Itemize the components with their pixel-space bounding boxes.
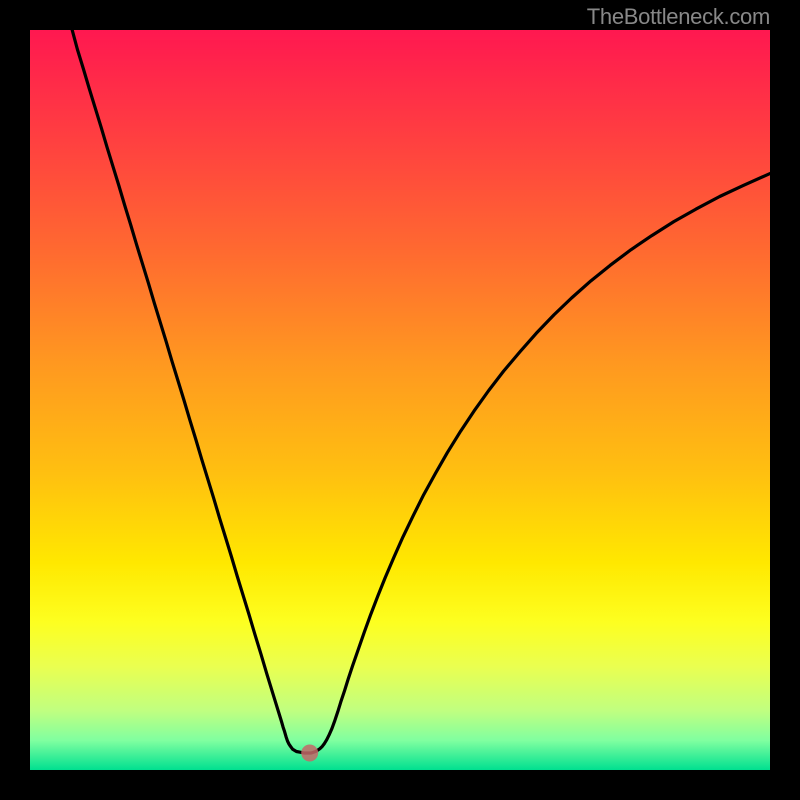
minimum-marker [301, 744, 318, 761]
chart-svg [30, 30, 770, 770]
plot-area [30, 30, 770, 770]
chart-container: TheBottleneck.com [0, 0, 800, 800]
watermark-text: TheBottleneck.com [587, 4, 770, 30]
gradient-background [30, 30, 770, 770]
